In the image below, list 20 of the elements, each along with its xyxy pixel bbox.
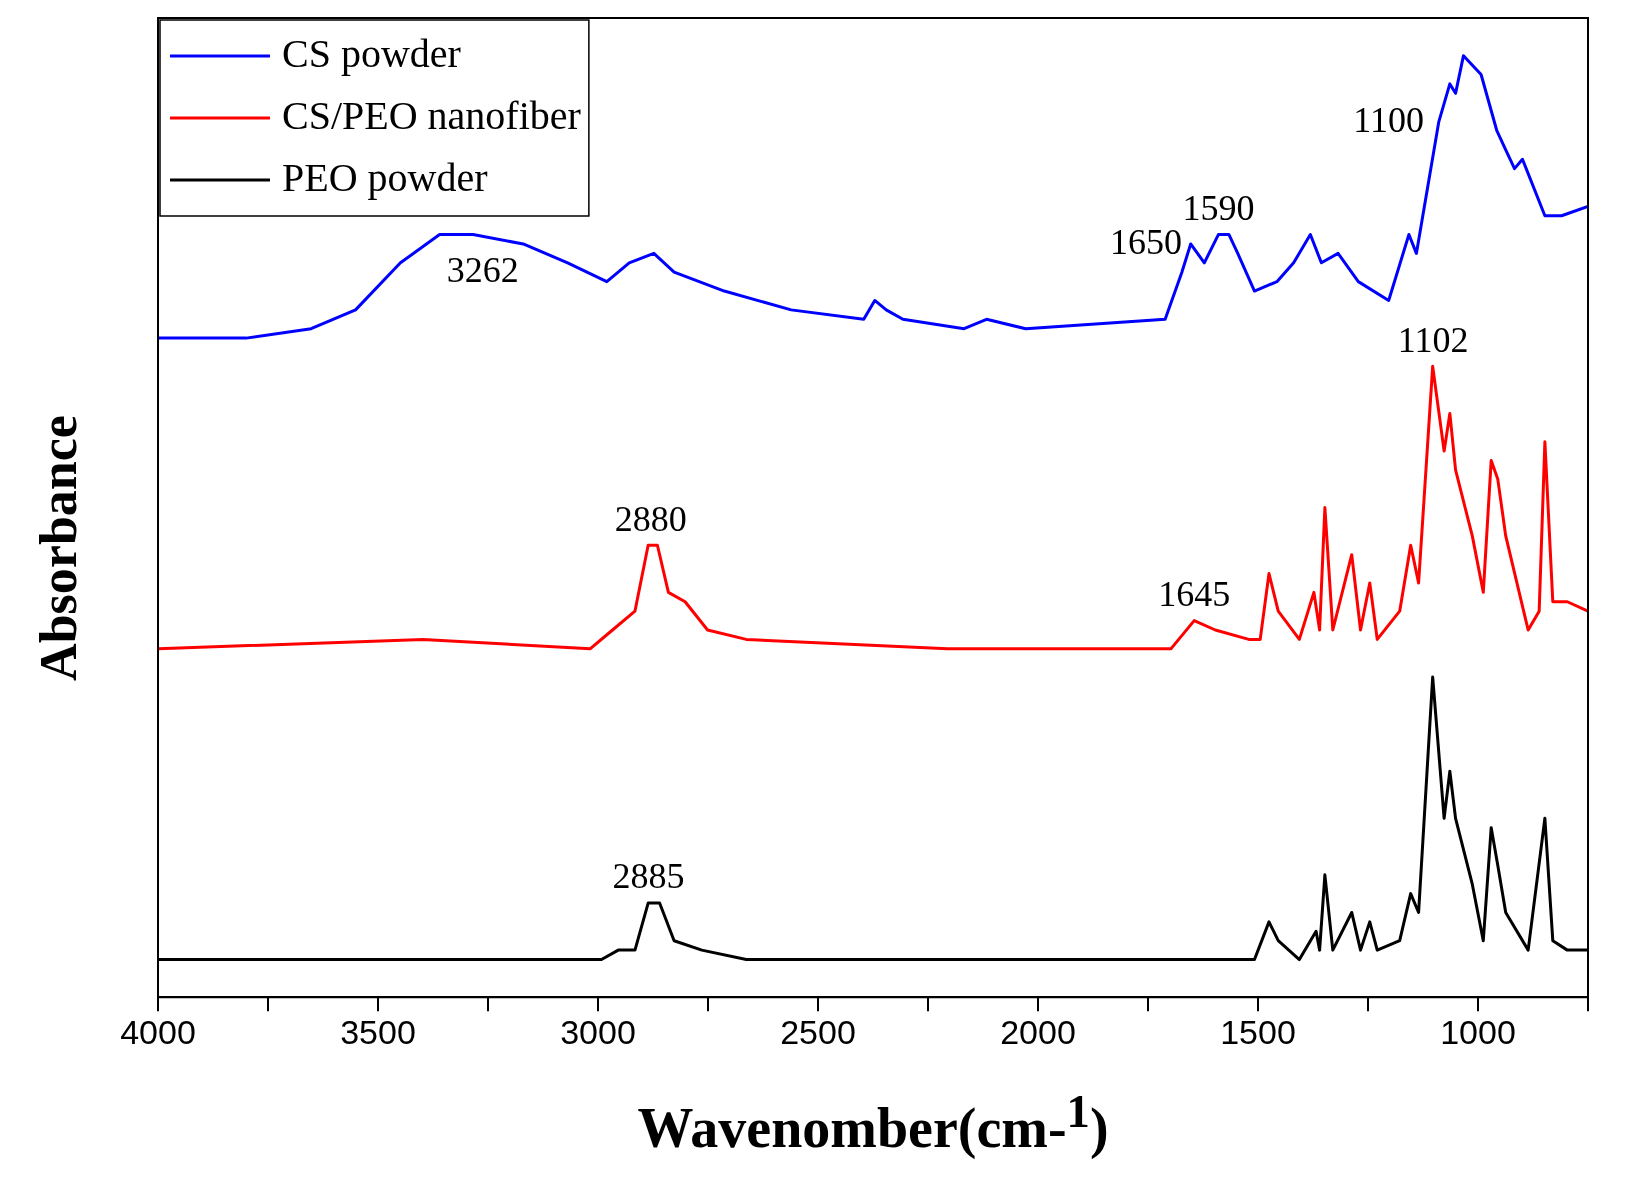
legend-label: CS powder <box>282 30 461 76</box>
x-tick-label: 1500 <box>1220 1012 1296 1051</box>
x-tick-label: 3000 <box>560 1012 636 1051</box>
legend-label: PEO powder <box>282 154 488 200</box>
annotation: 1590 <box>1182 188 1255 229</box>
annotation: 1650 <box>1110 222 1182 263</box>
x-tick-label: 4000 <box>120 1012 196 1051</box>
annotation: 1645 <box>1158 574 1231 615</box>
x-tick-label: 2500 <box>780 1012 856 1051</box>
annotation: 1102 <box>1397 319 1469 360</box>
x-tick-label: 3500 <box>340 1012 416 1051</box>
legend-label: CS/PEO nanofiber <box>282 92 581 138</box>
annotation: 2885 <box>612 856 685 897</box>
annotation: 2880 <box>614 498 687 539</box>
x-axis-title: Wavenomber(cm-$^{1}$) <box>636 1084 1110 1160</box>
annotation: 1100 <box>1353 100 1425 141</box>
x-tick-label: 1000 <box>1440 1012 1516 1051</box>
y-axis-title: Absorbance <box>28 415 88 681</box>
x-tick-label: 2000 <box>1000 1012 1076 1051</box>
annotation: 3262 <box>446 250 519 291</box>
